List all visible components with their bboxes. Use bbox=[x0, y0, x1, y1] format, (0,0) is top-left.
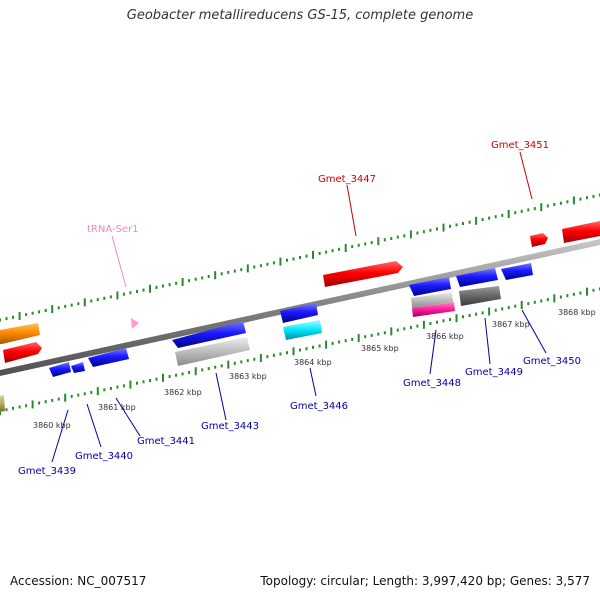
gene-gmet-3448-magenta-bar[interactable] bbox=[412, 302, 455, 317]
leader-gmet-3450 bbox=[521, 309, 547, 354]
upper-tick-line bbox=[0, 193, 600, 322]
gene-gmet-3448-arrow[interactable] bbox=[409, 277, 451, 296]
kbp-label: 3864 kbp bbox=[294, 358, 332, 367]
label-leaders bbox=[51, 151, 547, 463]
reverse-strand-genes bbox=[0, 263, 533, 412]
kbp-label: 3861 kbp bbox=[98, 403, 136, 412]
gene-olive-bar[interactable] bbox=[0, 395, 5, 412]
leader-gmet-3446 bbox=[309, 367, 317, 397]
gene-arrow-red[interactable] bbox=[3, 342, 42, 363]
kbp-label: 3867 kbp bbox=[492, 320, 530, 329]
gene-gmet-3446-cyan-bar[interactable] bbox=[283, 320, 322, 340]
gene-gmet-3443-arrow[interactable] bbox=[172, 321, 246, 348]
leader-gmet-3448 bbox=[429, 329, 437, 375]
kbp-label: 3866 kbp bbox=[426, 332, 464, 341]
label-gmet-3448[interactable]: Gmet_3448 bbox=[403, 378, 461, 389]
gene-labels: Gmet_3451 Gmet_3447 tRNA-Ser1 Gmet_3439 … bbox=[18, 140, 581, 477]
gene-arrow-blue[interactable] bbox=[280, 303, 318, 323]
leader-gmet-3451 bbox=[519, 151, 533, 200]
trna-ser1-marker[interactable] bbox=[131, 318, 139, 329]
gene-arrow-orange[interactable] bbox=[0, 323, 40, 344]
gene-gmet-3451-arrow[interactable] bbox=[530, 233, 548, 247]
kbp-label: 3860 kbp bbox=[33, 421, 71, 430]
topology-text: Topology: circular; Length: 3,997,420 bp… bbox=[260, 574, 590, 588]
forward-strand-genes bbox=[0, 221, 600, 363]
leader-trna-ser1 bbox=[111, 235, 127, 288]
gene-gmet-3449-arrow[interactable] bbox=[456, 268, 498, 287]
label-gmet-3450[interactable]: Gmet_3450 bbox=[523, 356, 581, 367]
label-gmet-3440[interactable]: Gmet_3440 bbox=[75, 451, 133, 462]
leader-gmet-3440 bbox=[86, 403, 102, 448]
gene-gmet-3440-arrow[interactable] bbox=[71, 362, 85, 373]
gene-gmet-3449-darkgray-bar[interactable] bbox=[459, 286, 501, 306]
leader-gmet-3449 bbox=[484, 317, 491, 365]
leader-gmet-3441 bbox=[115, 397, 141, 437]
label-gmet-3446[interactable]: Gmet_3446 bbox=[290, 401, 348, 412]
kbp-scale: 3860 kbp 3861 kbp 3862 kbp 3863 kbp 3864… bbox=[33, 308, 596, 430]
gene-gmet-3443-gray-bar[interactable] bbox=[175, 337, 250, 366]
lower-tick-line bbox=[0, 287, 600, 415]
label-gmet-3447[interactable]: Gmet_3447 bbox=[318, 174, 376, 185]
label-gmet-3439[interactable]: Gmet_3439 bbox=[18, 466, 76, 477]
gene-gmet-3447-arrow[interactable] bbox=[323, 261, 403, 287]
kbp-label: 3862 kbp bbox=[164, 388, 202, 397]
kbp-label: 3865 kbp bbox=[361, 344, 399, 353]
leader-gmet-3447 bbox=[346, 184, 357, 237]
label-gmet-3449[interactable]: Gmet_3449 bbox=[465, 367, 523, 378]
label-gmet-3451[interactable]: Gmet_3451 bbox=[491, 140, 549, 151]
leader-gmet-3439 bbox=[51, 409, 69, 463]
gene-arrow-red[interactable] bbox=[562, 221, 600, 243]
label-gmet-3443[interactable]: Gmet_3443 bbox=[201, 421, 259, 432]
leader-gmet-3443 bbox=[215, 372, 227, 421]
map-title: Geobacter metallireducens GS-15, complet… bbox=[126, 8, 474, 23]
label-gmet-3441[interactable]: Gmet_3441 bbox=[137, 436, 195, 447]
label-trna-ser1[interactable]: tRNA-Ser1 bbox=[87, 224, 139, 235]
kbp-label: 3863 kbp bbox=[229, 372, 267, 381]
gene-gmet-3450-arrow[interactable] bbox=[501, 263, 533, 280]
gene-gmet-3439-arrow[interactable] bbox=[49, 362, 71, 377]
accession-text: Accession: NC_007517 bbox=[10, 574, 147, 588]
gene-gmet-3441-arrow[interactable] bbox=[88, 348, 129, 367]
kbp-label: 3868 kbp bbox=[558, 308, 596, 317]
gene-gmet-3448-gray-bar[interactable] bbox=[411, 292, 453, 308]
